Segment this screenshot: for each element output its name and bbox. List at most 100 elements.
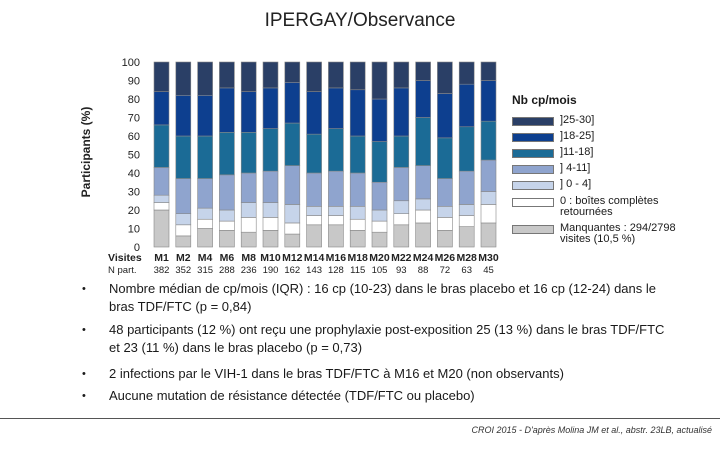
bar-segment — [415, 209, 431, 224]
legend-label: Manquantes : 294/2798 visites (10,5 %) — [560, 222, 676, 245]
bar-segment — [480, 159, 497, 192]
bar-segment — [328, 87, 344, 129]
bar-segment — [284, 222, 301, 235]
bullet-icon: • — [82, 283, 86, 295]
bar-segment — [262, 202, 279, 218]
bar-segment — [458, 83, 475, 128]
n-participants-label: 352 — [175, 265, 191, 276]
bar-segment — [393, 61, 410, 89]
bar-segment — [175, 95, 192, 137]
bar-segment — [349, 135, 366, 174]
y-tick-label: 70 — [128, 113, 140, 125]
n-participants-label: 128 — [328, 265, 344, 276]
bar-segment — [328, 61, 344, 89]
legend-label: ] 4-11] — [560, 162, 591, 174]
bar-segment — [458, 215, 475, 227]
bar-segment — [437, 61, 453, 94]
bar-segment — [393, 135, 410, 168]
bar-segment — [262, 230, 279, 248]
n-participants-label: 93 — [396, 265, 407, 276]
bar-segment — [306, 61, 322, 92]
bar-segment — [349, 172, 366, 207]
bar-segment — [306, 172, 322, 207]
bar-segment — [240, 202, 257, 218]
bar-segment — [197, 61, 213, 96]
bar-segment — [393, 224, 410, 248]
bar-segment — [262, 217, 279, 231]
x-tick-label: M24 — [413, 252, 434, 264]
legend-label: ]18-25] — [560, 130, 595, 142]
bar-segment — [328, 128, 344, 172]
x-tick-label: M20 — [369, 252, 390, 264]
bar-segment — [349, 206, 366, 220]
bar-segment — [153, 167, 170, 196]
bar-segment — [175, 224, 192, 237]
n-participants-label: 45 — [483, 265, 494, 276]
y-tick-label: 90 — [128, 76, 140, 88]
bar-segment — [175, 235, 192, 248]
x-tick-label: M26 — [435, 252, 456, 264]
bar-segment — [306, 91, 322, 135]
bar-segment — [349, 230, 366, 248]
y-tick-label: 80 — [128, 94, 140, 106]
bar-segment — [393, 213, 410, 226]
legend-swatch — [512, 133, 554, 142]
bar-segment — [458, 126, 475, 172]
bullet-text: 48 participants (12 %) ont reçu une prop… — [109, 322, 665, 355]
n-participants-label: 72 — [440, 265, 451, 276]
bullet-icon: • — [82, 390, 86, 402]
y-tick-label: 30 — [128, 187, 140, 199]
n-participants-label: 190 — [263, 265, 279, 276]
bar-segment — [458, 204, 475, 216]
legend-label: ]25-30] — [560, 114, 595, 126]
y-tick-label: 100 — [122, 57, 140, 69]
n-participants-label: 162 — [284, 265, 300, 276]
bar-segment — [371, 141, 388, 183]
bar-segment — [153, 202, 170, 211]
bar-segment — [219, 220, 235, 231]
bar-segment — [415, 117, 431, 166]
bar-segment — [262, 87, 279, 129]
x-tick-label: M22 — [391, 252, 412, 264]
bar-segment — [284, 122, 301, 166]
legend-swatch — [512, 198, 554, 207]
legend-swatch — [512, 165, 554, 174]
bar-segment — [153, 61, 170, 92]
bar-segment — [437, 230, 453, 248]
bar-segment — [328, 170, 344, 207]
bar-segment — [437, 93, 453, 139]
bar-segment — [240, 172, 257, 203]
bar-segment — [240, 217, 257, 233]
x-tick-label: M18 — [347, 252, 368, 264]
bar-segment — [219, 61, 235, 89]
bar-segment — [349, 89, 366, 137]
n-participants-label: 288 — [219, 265, 235, 276]
bar-segment — [415, 61, 431, 81]
bar-segment — [328, 224, 344, 248]
bar-segment — [415, 222, 431, 248]
bullet-icon: • — [82, 368, 86, 380]
bar-segment — [197, 178, 213, 209]
bar-segment — [371, 98, 388, 142]
bar-segment — [240, 231, 257, 248]
bar-segment — [458, 61, 475, 85]
footer-divider — [0, 418, 720, 419]
bar-segment — [458, 170, 475, 205]
bar-segment — [219, 174, 235, 211]
bar-segment — [393, 200, 410, 214]
bar-segment — [349, 61, 366, 91]
bar-segment — [175, 178, 192, 215]
bar-segment — [284, 61, 301, 83]
y-tick-label: 0 — [134, 242, 140, 254]
bar-segment — [371, 61, 388, 100]
bar-segment — [480, 120, 497, 161]
n-participants-label: 105 — [372, 265, 388, 276]
bar-segment — [197, 218, 213, 229]
x-tick-label: M6 — [220, 252, 235, 264]
bar-segment — [262, 128, 279, 172]
x-tick-label: M14 — [304, 252, 325, 264]
bar-segment — [240, 91, 257, 133]
bar-segment — [197, 228, 213, 248]
bar-segment — [197, 207, 213, 220]
bullet-text: Aucune mutation de résistance détectée (… — [109, 388, 475, 403]
